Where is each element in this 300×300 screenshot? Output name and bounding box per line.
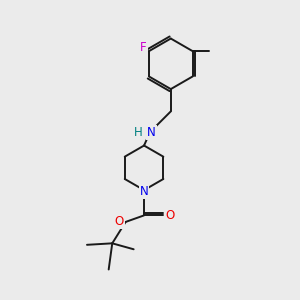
Text: O: O [165,209,175,222]
Text: F: F [140,41,147,54]
Text: N: N [147,126,156,139]
Text: H: H [134,126,143,139]
Text: N: N [140,185,148,198]
Text: O: O [115,215,124,228]
